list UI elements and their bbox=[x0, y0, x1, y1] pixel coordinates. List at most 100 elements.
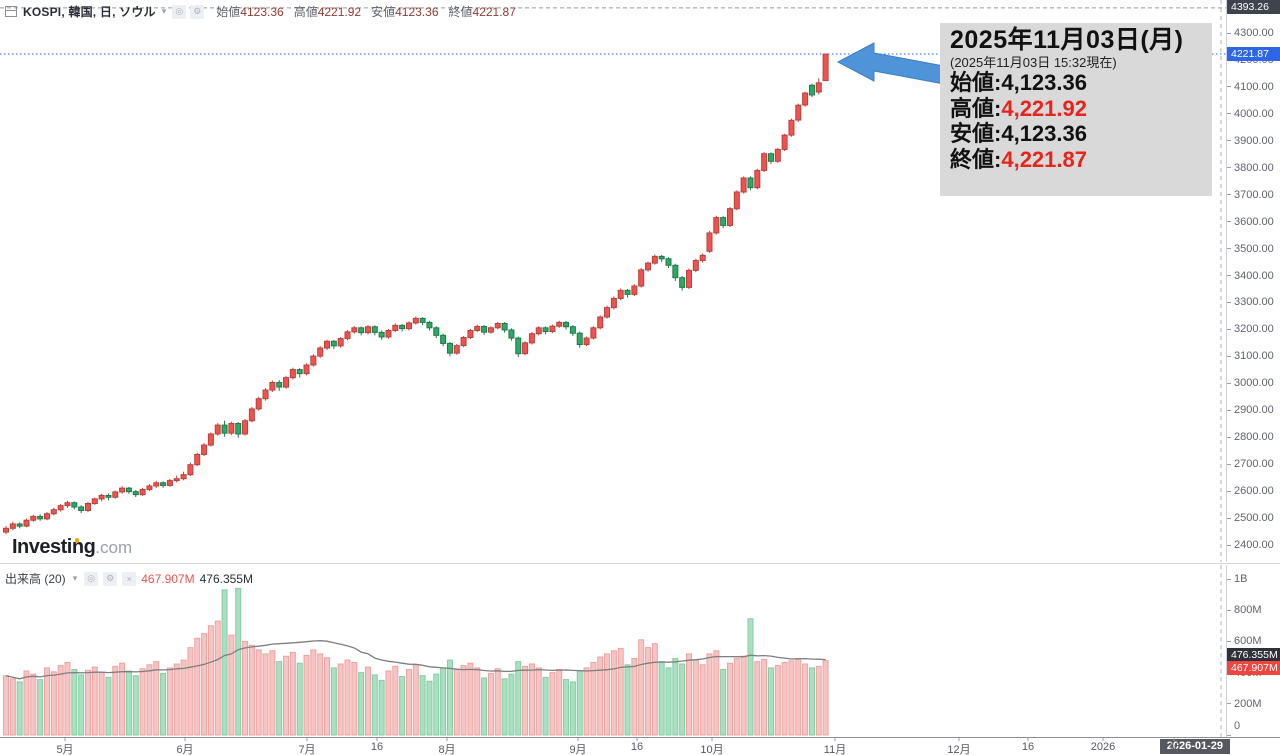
current-price-badge: 4221.87 bbox=[1227, 47, 1280, 62]
eye-icon[interactable]: ◎ bbox=[84, 571, 99, 586]
time-axis[interactable]: 2026-01-29 5月 6月 7月 16 8月 9月 16 10月 11月 12月 16 2026… bbox=[0, 737, 1280, 755]
volume-tick bbox=[1227, 734, 1231, 736]
price-tick-label: 3600.00 bbox=[1234, 215, 1274, 228]
future-date-badge: 2026-01-29 bbox=[1159, 739, 1230, 754]
time-tick-label: 16 bbox=[1021, 741, 1035, 753]
price-tick bbox=[1227, 32, 1231, 34]
volume-tick-label: 600M bbox=[1234, 635, 1262, 648]
volume-ma-badge: 467.907M bbox=[1227, 661, 1280, 675]
volume-tick-label: 800M bbox=[1234, 604, 1262, 617]
volume-tick-label: 1B bbox=[1234, 573, 1248, 585]
time-tick bbox=[636, 738, 638, 741]
time-tick bbox=[1027, 738, 1029, 741]
volume-tick bbox=[1227, 640, 1231, 642]
investing-com-logo: Investing .com bbox=[12, 536, 132, 559]
time-tick-label: 16 bbox=[630, 741, 644, 753]
ohlc-readout: 始値4123.36 高値4221.92 安値4123.36 終値4221.87 bbox=[216, 3, 516, 20]
price-tick-label: 2900.00 bbox=[1234, 404, 1274, 417]
price-tick bbox=[1227, 167, 1231, 169]
price-tick bbox=[1227, 113, 1231, 115]
price-tick-label: 2800.00 bbox=[1234, 431, 1274, 444]
annotation-low-row: 安値:4,123.36 bbox=[950, 121, 1087, 146]
logo-tld-text: .com bbox=[95, 538, 133, 557]
price-tick bbox=[1227, 86, 1231, 88]
time-tick-label: 16 bbox=[1167, 741, 1181, 753]
time-tick bbox=[834, 738, 836, 741]
price-tick bbox=[1227, 194, 1231, 196]
time-tick-label: 5月 bbox=[56, 744, 74, 755]
annotation-close-row: 終値:4,221.87 bbox=[950, 146, 1087, 172]
price-tick-label: 2600.00 bbox=[1234, 485, 1274, 498]
close-label: 終値 bbox=[448, 5, 473, 19]
price-tick bbox=[1227, 382, 1231, 384]
time-tick-label: 11月 bbox=[823, 744, 847, 755]
price-tick bbox=[1227, 328, 1231, 330]
price-tick-label: 2500.00 bbox=[1234, 512, 1274, 525]
logo-orange-dot bbox=[74, 538, 80, 543]
time-tick-label: 10月 bbox=[700, 744, 724, 755]
price-tick-label: 3700.00 bbox=[1234, 188, 1274, 201]
time-tick bbox=[711, 738, 713, 741]
time-tick-label: 16 bbox=[370, 741, 384, 753]
gear-icon[interactable]: ⚙ bbox=[190, 4, 205, 19]
annotation-high-row: 高値:4,221.92 bbox=[950, 95, 1087, 121]
price-tick-label: 4100.00 bbox=[1234, 80, 1274, 93]
high-value: 4221.92 bbox=[317, 5, 362, 19]
volume-chart[interactable] bbox=[0, 565, 1226, 737]
time-tick bbox=[446, 738, 448, 741]
symbol-legend: KOSPI, 韓国, 日, ソウル ▾ ◎ ⚙ 始値4123.36 高値4221… bbox=[5, 3, 516, 20]
annotation-box[interactable]: 2025年11月03日(月) (2025年11月03日 15:32現在) 始値:… bbox=[940, 23, 1212, 196]
volume-tick-label: 0 bbox=[1234, 720, 1241, 732]
chevron-down-icon[interactable]: ▾ bbox=[161, 6, 167, 16]
price-tick bbox=[1227, 248, 1231, 250]
volume-tick bbox=[1227, 578, 1231, 580]
price-tick bbox=[1227, 355, 1231, 357]
time-tick bbox=[1173, 738, 1175, 741]
price-tick-label: 3000.00 bbox=[1234, 377, 1274, 390]
price-tick-label: 3800.00 bbox=[1234, 161, 1274, 174]
annotation-date-title: 2025年11月03日(月) bbox=[950, 26, 1184, 54]
time-tick bbox=[1102, 738, 1104, 741]
low-value: 4123.36 bbox=[395, 5, 439, 19]
price-tick bbox=[1227, 140, 1231, 142]
price-tick bbox=[1227, 490, 1231, 492]
time-tick bbox=[577, 738, 579, 741]
candlestick-chart[interactable] bbox=[0, 0, 1226, 562]
close-icon[interactable]: × bbox=[122, 571, 137, 586]
volume-legend: 出来高 (20) ▾ ◎ ⚙ × 467.907M 476.355M bbox=[5, 570, 253, 587]
time-tick bbox=[958, 738, 960, 741]
chevron-down-icon[interactable]: ▾ bbox=[72, 573, 78, 583]
time-tick-label: 8月 bbox=[438, 744, 456, 755]
price-tick-label: 3300.00 bbox=[1234, 296, 1274, 309]
time-tick bbox=[306, 738, 308, 741]
eye-icon[interactable]: ◎ bbox=[172, 4, 187, 19]
price-tick bbox=[1227, 221, 1231, 223]
price-tick bbox=[1227, 517, 1231, 519]
volume-current-badge: 476.355M bbox=[1227, 647, 1280, 662]
price-tick bbox=[1227, 409, 1231, 411]
symbol-title[interactable]: KOSPI, 韓国, 日, ソウル bbox=[23, 5, 156, 19]
volume-pane[interactable]: 出来高 (20) ▾ ◎ ⚙ × 467.907M 476.355M bbox=[0, 565, 1226, 737]
menu-icon[interactable] bbox=[5, 6, 17, 17]
price-tick-label: 3500.00 bbox=[1234, 242, 1274, 255]
volume-title[interactable]: 出来高 (20) bbox=[5, 572, 66, 586]
volume-tick bbox=[1227, 703, 1231, 705]
gear-icon[interactable]: ⚙ bbox=[103, 571, 118, 586]
close-value: 4221.87 bbox=[472, 5, 516, 19]
open-label: 始値 bbox=[216, 5, 241, 19]
price-tick-label: 3200.00 bbox=[1234, 323, 1274, 336]
pane-separator[interactable] bbox=[0, 563, 1280, 564]
price-axis[interactable]: 2400.00 2500.00 2600.00 2700.00 2800.00 2900.… bbox=[1226, 0, 1280, 562]
time-tick bbox=[64, 738, 66, 741]
price-tick bbox=[1227, 301, 1231, 303]
level-price-badge: 4393.26 bbox=[1227, 0, 1280, 14]
price-pane[interactable]: KOSPI, 韓国, 日, ソウル ▾ ◎ ⚙ 始値4123.36 高値4221… bbox=[0, 0, 1226, 562]
time-tick bbox=[376, 738, 378, 741]
volume-tick bbox=[1227, 609, 1231, 611]
volume-tick-label: 200M bbox=[1234, 697, 1262, 710]
open-value: 4123.36 bbox=[240, 5, 284, 19]
time-tick-label: 9月 bbox=[569, 744, 587, 755]
time-tick-label: 2026 bbox=[1090, 741, 1116, 753]
price-tick-label: 3900.00 bbox=[1234, 134, 1274, 147]
